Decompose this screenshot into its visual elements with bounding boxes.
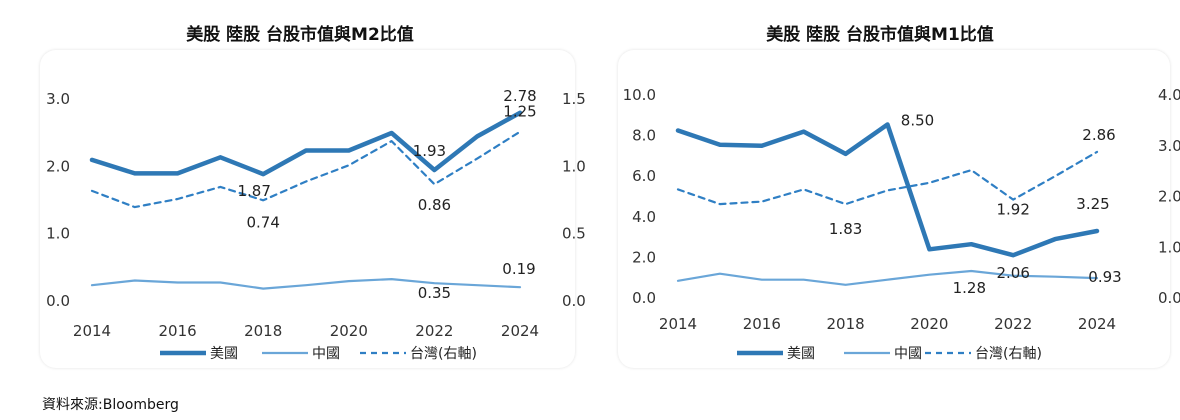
y-tick-label: 8.0 [632,127,656,145]
chart-title-m2: 美股 陸股 台股市值與M2比值 [186,25,414,45]
source-note: 資料來源:Bloomberg [42,397,179,413]
series-line-tw [90,130,522,209]
y-tick-label: 2.0 [632,248,656,266]
data-label: 1.92 [996,201,1029,219]
legend-label: 台灣(右軸) [975,346,1042,362]
series-line-cn [676,269,1099,286]
legend-label: 美國 [787,346,815,362]
data-label: 1.87 [237,182,270,200]
series-line-us [89,110,523,177]
x-tick-label: 2014 [73,322,111,340]
series-line-tw [676,150,1099,206]
data-label: 1.25 [503,103,536,121]
y2-tick-label: 0.0 [562,292,586,310]
data-label: 0.74 [246,213,279,231]
y-tick-label: 2.0 [46,157,70,175]
y-tick-label: 3.0 [46,90,70,108]
x-tick-label: 2014 [659,315,697,333]
x-tick-label: 2022 [415,322,453,340]
x-tick-label: 2024 [1078,315,1116,333]
y-tick-label: 0.0 [46,292,70,310]
x-tick-label: 2016 [159,322,197,340]
legend-label: 美國 [210,346,238,362]
legend-label: 中國 [312,346,340,362]
data-label: 1.93 [413,142,446,160]
data-label: 0.86 [418,196,451,214]
data-label: 1.28 [953,279,986,297]
legend-label: 台灣(右軸) [410,346,477,362]
x-tick-label: 2022 [994,315,1032,333]
chart-title-m1: 美股 陸股 台股市值與M1比值 [766,25,994,45]
chart-card-m2 [40,50,575,368]
x-tick-label: 2018 [827,315,865,333]
y-tick-label: 4.0 [632,208,656,226]
y2-tick-label: 4.0 [1158,86,1180,104]
data-label: 0.19 [502,260,535,278]
y2-tick-label: 3.0 [1158,137,1180,155]
x-tick-label: 2018 [244,322,282,340]
data-label: 8.50 [901,111,934,129]
chart-card-m1 [618,50,1170,368]
data-label: 2.86 [1082,126,1115,144]
legend-label: 中國 [894,346,922,362]
y2-tick-label: 2.0 [1158,188,1180,206]
y-tick-label: 0.0 [632,289,656,307]
y2-tick-label: 1.0 [562,157,586,175]
y2-tick-label: 0.5 [562,225,586,243]
series-line-cn [90,278,522,290]
data-label: 2.78 [503,87,536,105]
y2-tick-label: 1.5 [562,90,586,108]
x-tick-label: 2024 [501,322,539,340]
data-label: 3.25 [1076,195,1109,213]
data-label: 2.06 [996,264,1029,282]
data-label: 1.83 [829,220,862,238]
y2-tick-label: 0.0 [1158,289,1180,307]
data-label: 0.93 [1088,268,1121,286]
x-tick-label: 2020 [910,315,948,333]
series-line-us [675,122,1100,258]
x-tick-label: 2020 [330,322,368,340]
x-tick-label: 2016 [743,315,781,333]
y-tick-label: 6.0 [632,167,656,185]
y-tick-label: 1.0 [46,225,70,243]
y2-tick-label: 1.0 [1158,238,1180,256]
y-tick-label: 10.0 [623,86,656,104]
data-label: 0.35 [418,284,451,302]
